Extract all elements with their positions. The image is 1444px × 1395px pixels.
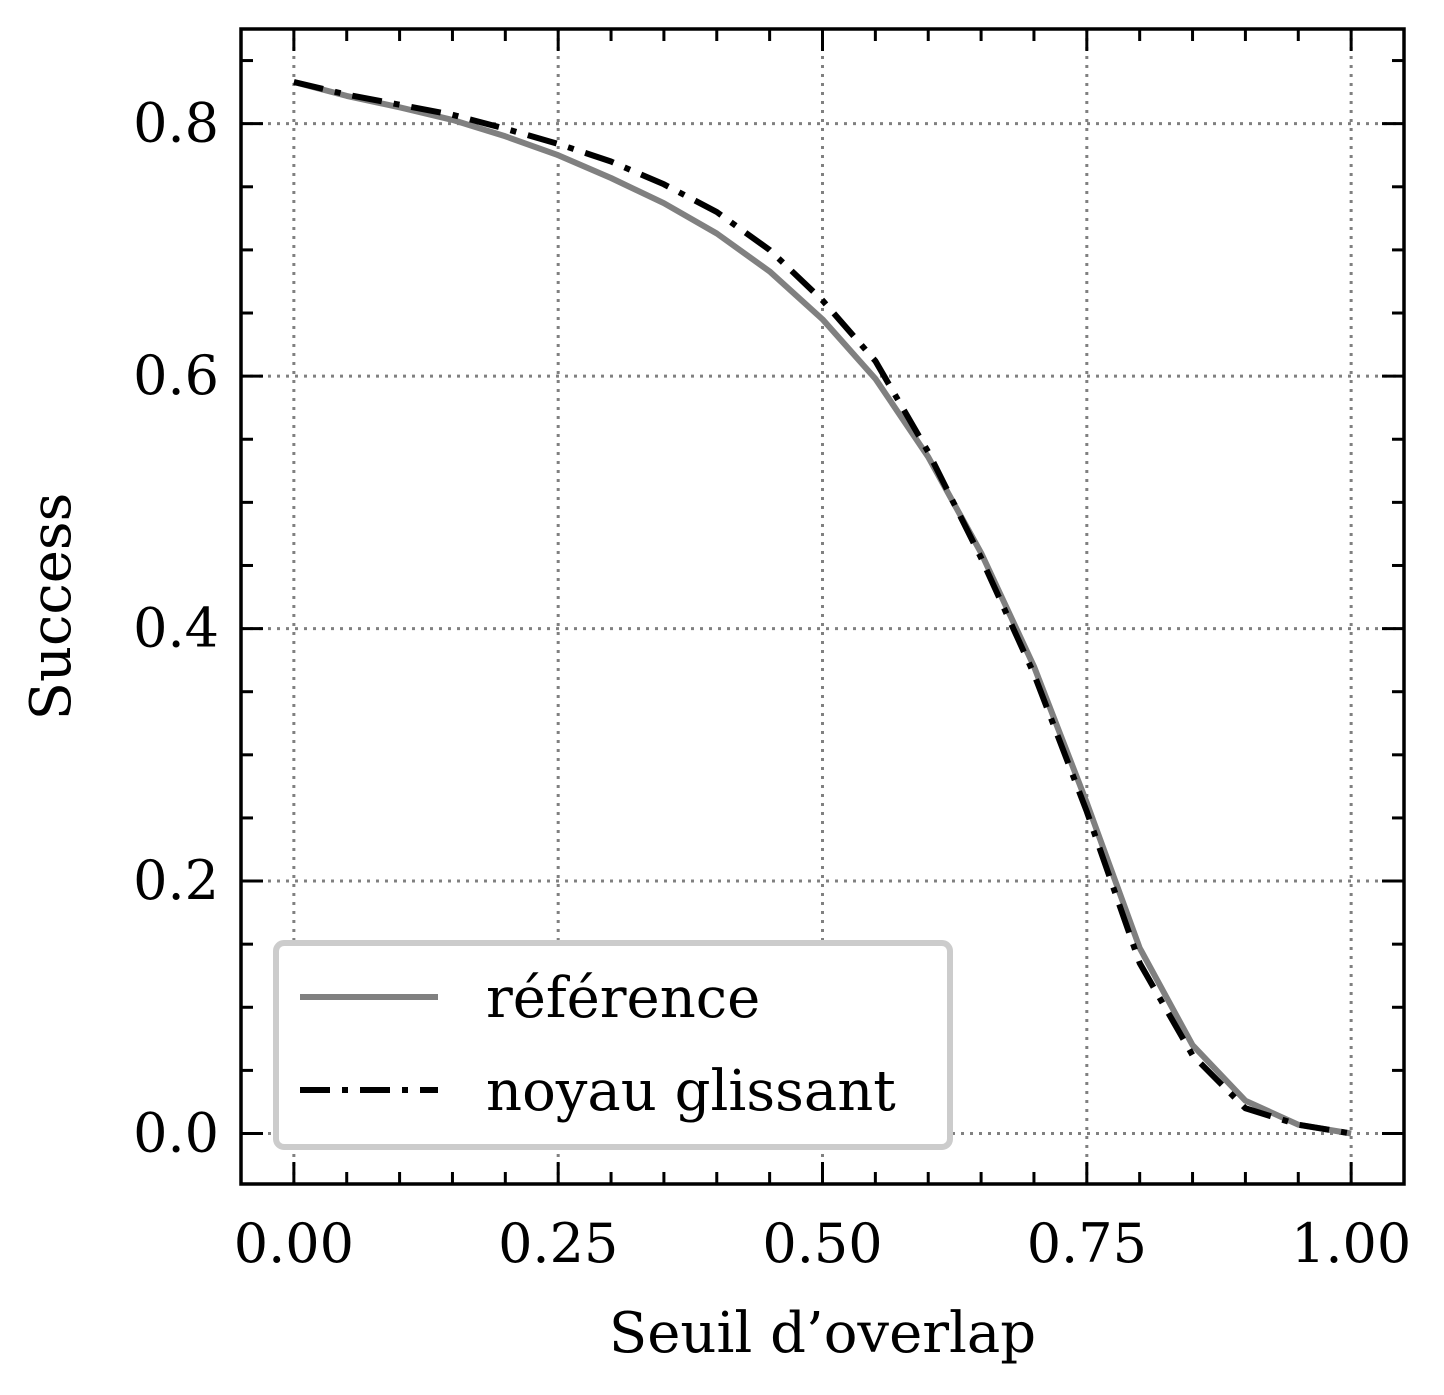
- ticks: [241, 29, 1404, 1184]
- x-tick-label: 0.50: [762, 1212, 882, 1275]
- y-tick-label: 0.8: [133, 92, 219, 155]
- grid: [241, 29, 1404, 1184]
- y-tick-label: 0.6: [133, 344, 219, 407]
- legend: référence noyau glissant: [273, 940, 953, 1150]
- legend-box: [273, 940, 953, 1150]
- tick-labels: 0.00 0.25 0.50 0.75 1.00 0.0 0.2 0.4 0.6 0.8: [133, 92, 1411, 1275]
- legend-label-reference: référence: [486, 966, 760, 1031]
- x-axis-title: Seuil d’overlap: [609, 1301, 1036, 1366]
- plot-frame: [239, 27, 1406, 1186]
- x-tick-label: 0.00: [234, 1212, 354, 1275]
- legend-label-noyau-glissant: noyau glissant: [486, 1059, 896, 1124]
- x-tick-label: 0.25: [498, 1212, 618, 1275]
- x-tick-label: 1.00: [1291, 1212, 1411, 1275]
- y-tick-label: 0.2: [133, 849, 219, 912]
- y-tick-label: 0.4: [133, 597, 219, 660]
- y-tick-label: 0.0: [133, 1102, 219, 1165]
- series-layer: [293, 79, 1352, 1137]
- series-line-noyau-glissant: [293, 79, 1352, 1137]
- x-tick-label: 0.75: [1027, 1212, 1147, 1275]
- y-axis-title: Success: [19, 493, 84, 721]
- series-line-reference: [293, 79, 1352, 1137]
